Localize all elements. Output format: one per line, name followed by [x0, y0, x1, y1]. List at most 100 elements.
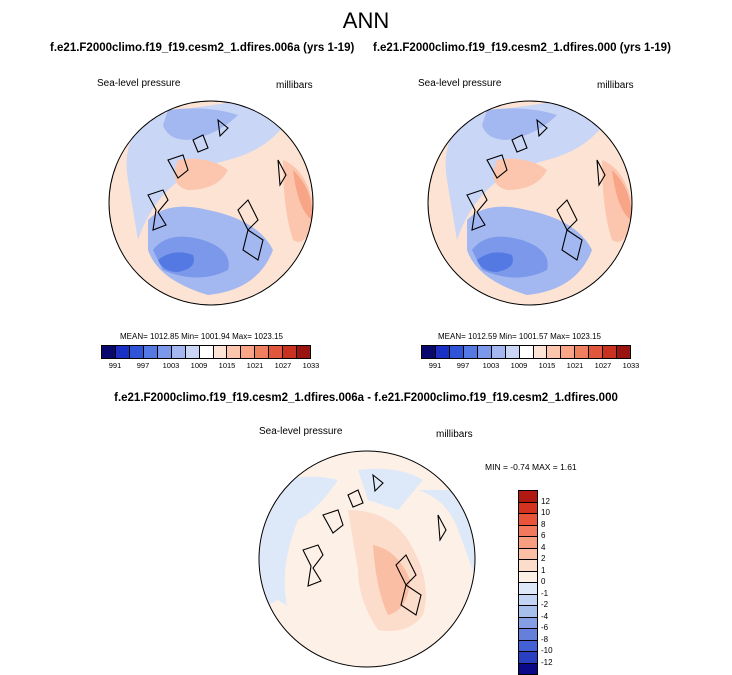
colorbar-swatch — [519, 514, 537, 526]
left-colorbar-swatches — [101, 345, 311, 359]
colorbar-tick-label: 1009 — [190, 361, 208, 370]
colorbar-tick-label: 12 — [541, 496, 550, 506]
colorbar-swatch — [435, 346, 450, 358]
figure-title: ANN — [342, 8, 390, 33]
left-colorbar: 991 997 1003 1009 1015 1021 1027 1033 — [101, 345, 320, 371]
colorbar-swatch — [213, 346, 228, 358]
colorbar-tick-label: 0 — [541, 577, 546, 586]
colorbar-swatch — [505, 346, 520, 358]
colorbar-swatch — [297, 346, 311, 358]
colorbar-swatch — [422, 346, 436, 358]
left-slp-polar-map — [108, 100, 314, 306]
colorbar-swatch — [129, 346, 144, 358]
right-colorbar: 991 997 1003 1009 1015 1021 1027 1033 — [421, 345, 640, 371]
colorbar-swatch — [575, 346, 590, 358]
colorbar-swatch — [255, 346, 270, 358]
colorbar-tick-label: 1021 — [566, 361, 584, 370]
colorbar-swatch — [283, 346, 298, 358]
colorbar-swatch — [171, 346, 186, 358]
colorbar-swatch — [519, 560, 537, 572]
colorbar-swatch — [449, 346, 464, 358]
colorbar-tick-label: 1015 — [218, 361, 236, 370]
colorbar-tick-label: 10 — [541, 508, 550, 517]
diff-slp-polar-map — [258, 450, 476, 668]
left-stats-text: MEAN= 1012.85 Min= 1001.94 Max= 1023.15 — [120, 332, 283, 341]
colorbar-tick-label: 991 — [108, 361, 122, 370]
colorbar-swatch — [227, 346, 242, 358]
colorbar-swatch — [519, 583, 537, 595]
right-case-title: f.e21.F2000climo.f19_f19.cesm2_1.dfires.… — [373, 42, 671, 54]
colorbar-swatch — [477, 346, 492, 358]
colorbar-swatch — [519, 652, 537, 664]
colorbar-tick-label: -6 — [541, 623, 549, 632]
colorbar-tick-label: 1021 — [246, 361, 264, 370]
colorbar-tick-label: 2 — [541, 554, 546, 563]
right-colorbar-ticks: 991 997 1003 1009 1015 1021 1027 1033 — [421, 359, 640, 371]
colorbar-swatch — [519, 594, 537, 606]
left-colorbar-ticks: 991 997 1003 1009 1015 1021 1027 1033 — [101, 359, 320, 371]
colorbar-swatch — [519, 629, 537, 641]
right-units-label: millibars — [597, 80, 634, 91]
right-slp-polar-map — [427, 100, 633, 306]
colorbar-tick-label: -10 — [541, 646, 553, 655]
colorbar-swatch — [102, 346, 116, 358]
diff-colorbar-swatches — [518, 490, 538, 675]
colorbar-tick-label: 1003 — [162, 361, 180, 370]
diff-units-label: millibars — [436, 429, 473, 440]
colorbar-tick-label: 1009 — [510, 361, 528, 370]
colorbar-swatch — [519, 606, 537, 618]
colorbar-tick-label: 1027 — [594, 361, 612, 370]
colorbar-swatch — [519, 502, 537, 514]
colorbar-swatch — [157, 346, 172, 358]
colorbar-swatch — [463, 346, 478, 358]
colorbar-swatch — [519, 548, 537, 560]
colorbar-tick-label: 991 — [428, 361, 442, 370]
diff-colorbar-ticks: 12 10 8 6 4 2 1 0 -1 -2 -4 -6 -8 -10 -12 — [541, 490, 571, 670]
colorbar-tick-label: 1033 — [622, 361, 640, 370]
colorbar-swatch — [519, 640, 537, 652]
right-variable-label: Sea-level pressure — [418, 78, 502, 89]
colorbar-tick-label: 8 — [541, 519, 546, 529]
colorbar-swatch — [199, 346, 214, 358]
colorbar-swatch — [519, 663, 537, 674]
colorbar-swatch — [617, 346, 631, 358]
colorbar-swatch — [519, 617, 537, 629]
colorbar-swatch — [491, 346, 506, 358]
left-units-label: millibars — [276, 80, 313, 91]
colorbar-tick-label: -2 — [541, 600, 549, 609]
colorbar-swatch — [519, 491, 537, 503]
diff-colorbar — [518, 490, 538, 675]
colorbar-tick-label: -1 — [541, 588, 549, 598]
colorbar-tick-label: 1015 — [538, 361, 556, 370]
diff-stats-text: MIN = -0.74 MAX = 1.61 — [485, 462, 577, 472]
colorbar-swatch — [589, 346, 604, 358]
colorbar-tick-label: -12 — [541, 657, 553, 667]
colorbar-swatch — [519, 346, 534, 358]
colorbar-swatch — [603, 346, 618, 358]
colorbar-swatch — [115, 346, 130, 358]
difference-title: f.e21.F2000climo.f19_f19.cesm2_1.dfires.… — [114, 392, 618, 404]
colorbar-tick-label: 997 — [456, 361, 470, 370]
colorbar-swatch — [533, 346, 548, 358]
colorbar-swatch — [185, 346, 200, 358]
right-stats-text: MEAN= 1012.59 Min= 1001.57 Max= 1023.15 — [438, 332, 601, 341]
colorbar-tick-label: 1003 — [482, 361, 500, 370]
colorbar-tick-label: 997 — [136, 361, 150, 370]
right-colorbar-swatches — [421, 345, 631, 359]
colorbar-tick-label: 1033 — [302, 361, 320, 370]
left-variable-label: Sea-level pressure — [97, 78, 181, 89]
colorbar-tick-label: 6 — [541, 531, 546, 540]
colorbar-swatch — [241, 346, 256, 358]
colorbar-tick-label: 1027 — [274, 361, 292, 370]
colorbar-swatch — [269, 346, 284, 358]
colorbar-swatch — [519, 537, 537, 549]
colorbar-swatch — [547, 346, 562, 358]
diff-variable-label: Sea-level pressure — [259, 426, 343, 437]
colorbar-tick-label: 4 — [541, 542, 546, 552]
colorbar-swatch — [519, 525, 537, 537]
colorbar-swatch — [519, 571, 537, 583]
colorbar-tick-label: -4 — [541, 611, 549, 621]
colorbar-swatch — [561, 346, 576, 358]
left-case-title: f.e21.F2000climo.f19_f19.cesm2_1.dfires.… — [50, 42, 355, 54]
colorbar-swatch — [143, 346, 158, 358]
